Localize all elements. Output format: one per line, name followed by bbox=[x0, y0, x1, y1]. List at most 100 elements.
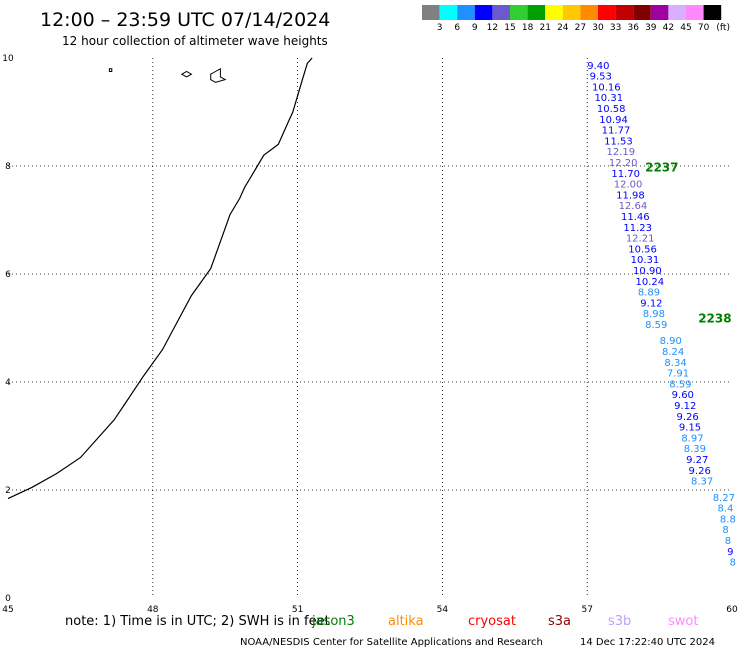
wave-height-label: 8.39 bbox=[684, 444, 706, 455]
wave-height-label: 9.40 bbox=[587, 61, 609, 72]
colorbar-swatch bbox=[598, 5, 616, 20]
island-outline bbox=[108, 68, 113, 72]
wave-height-label: 7.91 bbox=[667, 369, 689, 380]
island-outline bbox=[180, 70, 193, 78]
wave-height-label: 8.97 bbox=[681, 433, 703, 444]
colorbar-label: 39 bbox=[645, 23, 657, 33]
chart-subtitle: 12 hour collection of altimeter wave hei… bbox=[62, 34, 328, 48]
colorbar-label: 70 bbox=[698, 23, 710, 33]
colorbar-label: 33 bbox=[610, 23, 621, 33]
time-label: 2238 bbox=[698, 312, 731, 326]
colorbar-label: 45 bbox=[680, 23, 691, 33]
wave-height-label: 8 bbox=[730, 558, 736, 569]
wave-height-label: 9.12 bbox=[674, 401, 696, 412]
footer-note: note: 1) Time is in UTC; 2) SWH is in fe… bbox=[65, 614, 330, 629]
satellite-name: cryosat bbox=[468, 614, 516, 629]
wave-height-label: 8 bbox=[725, 536, 731, 547]
colorbar-swatch bbox=[633, 5, 651, 20]
x-tick-label: 48 bbox=[147, 605, 159, 615]
colorbar-label: 18 bbox=[522, 23, 534, 33]
wave-height-label: 9.53 bbox=[590, 72, 612, 83]
wave-height-label: 9.27 bbox=[686, 455, 708, 466]
colorbar-swatch bbox=[474, 5, 493, 20]
wave-height-label: 12.19 bbox=[607, 147, 636, 158]
colorbar-swatch bbox=[439, 5, 458, 20]
colorbar-swatch bbox=[703, 5, 722, 20]
wave-height-label: 11.98 bbox=[616, 190, 645, 201]
satellite-name: swot bbox=[668, 614, 698, 629]
colorbar-label: 30 bbox=[592, 23, 604, 33]
wave-height-label: 8 bbox=[722, 525, 728, 536]
wave-height-label: 8.89 bbox=[638, 288, 660, 299]
colorbar-swatch bbox=[615, 5, 634, 20]
colorbar-label: 9 bbox=[472, 23, 478, 33]
x-tick-label: 60 bbox=[726, 605, 738, 615]
wave-height-label: 8.24 bbox=[662, 347, 684, 358]
wave-height-label: 12.00 bbox=[614, 180, 643, 191]
colorbar-swatch bbox=[457, 5, 475, 20]
plot-area: 45 48 51 54 57 6002468109.409.5310.1610.3110.… bbox=[2, 54, 738, 615]
satellite-name: altika bbox=[388, 614, 424, 629]
wave-height-label: 8.59 bbox=[669, 379, 691, 390]
wave-height-label: 8.4 bbox=[718, 504, 734, 515]
wave-height-label: 9.26 bbox=[676, 412, 698, 423]
wave-height-label: 10.58 bbox=[597, 104, 626, 115]
y-tick-label: 10 bbox=[2, 54, 14, 64]
wave-height-label: 11.70 bbox=[611, 169, 640, 180]
chart-title: 12:00 – 23:59 UTC 07/14/2024 bbox=[40, 9, 330, 31]
wave-height-label: 9.60 bbox=[672, 390, 694, 401]
colorbar-swatch bbox=[510, 5, 528, 20]
wave-height-label: 11.46 bbox=[621, 212, 650, 223]
y-tick-label: 4 bbox=[5, 378, 11, 388]
footer-timestamp: 14 Dec 17:22:40 UTC 2024 bbox=[580, 637, 715, 648]
wave-height-label: 10.94 bbox=[599, 115, 628, 126]
wave-height-label: 12.21 bbox=[626, 234, 655, 245]
wave-height-label: 8.59 bbox=[645, 320, 667, 331]
colorbar-label: 3 bbox=[437, 23, 443, 33]
time-label: 2237 bbox=[645, 160, 678, 174]
wave-height-label: 8.27 bbox=[713, 493, 735, 504]
wave-height-label: 12.20 bbox=[609, 158, 638, 169]
colorbar-swatch bbox=[686, 5, 704, 20]
wave-height-label: 8.34 bbox=[664, 358, 686, 369]
wave-height-label: 10.24 bbox=[635, 277, 664, 288]
x-tick-label: 45 bbox=[2, 605, 13, 615]
wave-height-label: 10.31 bbox=[594, 93, 623, 104]
colorbar-legend: 3 6 9 12 15 18 21 24 27 30 33 36 39 42 45 70 (ft) bbox=[422, 5, 730, 33]
y-tick-label: 2 bbox=[5, 486, 11, 496]
colorbar-swatch bbox=[545, 5, 563, 20]
x-tick-label: 51 bbox=[292, 605, 303, 615]
wave-height-label: 8.98 bbox=[643, 309, 665, 320]
footer-credit: NOAA/NESDIS Center for Satellite Applica… bbox=[240, 637, 543, 648]
wave-height-label: 11.23 bbox=[623, 223, 652, 234]
satellite-legend: jason3 altika cryosat s3a s3b swot bbox=[311, 614, 698, 629]
colorbar-label: 6 bbox=[454, 23, 460, 33]
colorbar-swatch bbox=[580, 5, 598, 20]
satellite-name: s3a bbox=[548, 614, 571, 629]
wave-height-label: 9.15 bbox=[679, 423, 701, 434]
wave-height-label: 10.90 bbox=[633, 266, 662, 277]
wave-height-label: 11.77 bbox=[602, 126, 631, 137]
satellite-name: s3b bbox=[608, 614, 631, 629]
wave-height-label: 8.8 bbox=[720, 514, 736, 525]
y-tick-label: 0 bbox=[5, 594, 11, 604]
coastline bbox=[7, 57, 313, 500]
wave-height-label: 9.12 bbox=[640, 298, 662, 309]
wave-height-label: 11.53 bbox=[604, 136, 633, 147]
colorbar-label: 15 bbox=[504, 23, 515, 33]
wave-height-label: 9.26 bbox=[689, 466, 711, 477]
y-tick-label: 6 bbox=[5, 270, 11, 280]
wave-height-label: 10.56 bbox=[628, 244, 657, 255]
satellite-name: jason3 bbox=[311, 614, 355, 629]
colorbar-swatch bbox=[650, 5, 669, 20]
wave-height-label: 10.16 bbox=[592, 82, 621, 93]
colorbar-swatch bbox=[527, 5, 546, 20]
colorbar-label: 27 bbox=[575, 23, 586, 33]
colorbar-swatch bbox=[422, 5, 440, 20]
colorbar-label: 42 bbox=[663, 23, 674, 33]
wave-height-label: 10.31 bbox=[631, 255, 660, 266]
wave-height-label: 9 bbox=[727, 547, 733, 558]
colorbar-swatch bbox=[492, 5, 510, 20]
colorbar-unit: (ft) bbox=[716, 23, 730, 33]
colorbar-swatch bbox=[562, 5, 581, 20]
